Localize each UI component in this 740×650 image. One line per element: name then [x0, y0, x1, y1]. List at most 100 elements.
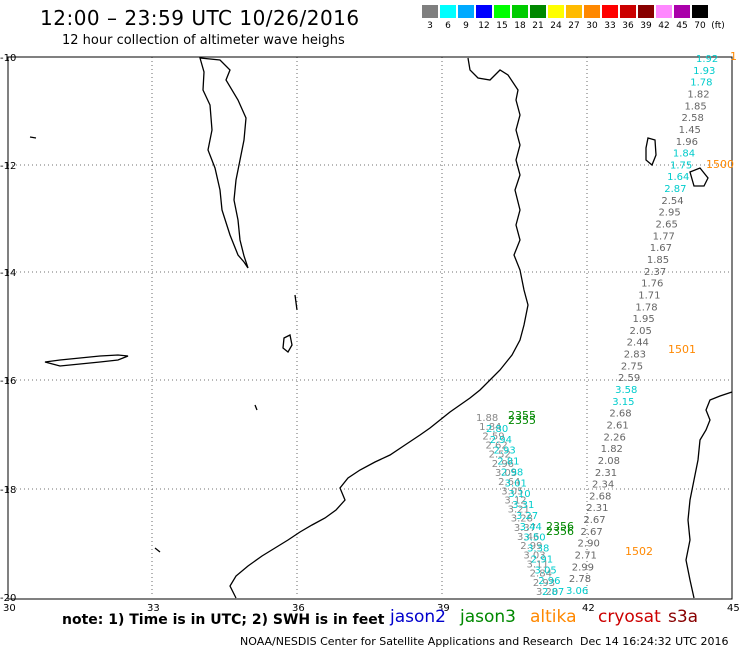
wave-height-label: 2.37	[644, 267, 666, 278]
wave-height-label: 2.96	[538, 576, 560, 587]
scale-swatch	[530, 5, 546, 18]
pass-label: 2355	[508, 414, 536, 427]
wave-height-label: 2.93	[493, 446, 515, 457]
wave-height-label: 1.71	[638, 290, 660, 301]
wave-height-label: 1.84	[479, 422, 501, 433]
wave-height-label: 2.54	[661, 196, 683, 207]
wave-height-label: 2.62	[485, 440, 507, 451]
scale-swatch	[620, 5, 636, 18]
wave-height-label: 3.11	[527, 560, 549, 571]
wave-height-label: 2.99	[572, 562, 594, 573]
footer-note: note: 1) Time is in UTC; 2) SWH is in fe…	[62, 612, 385, 628]
wave-height-label: 1.95	[632, 314, 654, 325]
wave-height-label: 2.08	[598, 456, 620, 467]
scale-swatch	[494, 5, 510, 18]
wave-height-label: 3.37	[514, 523, 536, 534]
lat-label: -10	[0, 53, 16, 64]
wave-height-label: 3.03	[523, 550, 545, 561]
wave-height-label: 1.77	[653, 231, 675, 242]
scale-swatch	[440, 5, 456, 18]
pass-label: 1501	[668, 343, 696, 356]
wave-height-label: 1.82	[601, 444, 623, 455]
wave-height-label: 3.10	[508, 489, 530, 500]
pass-label: 1	[730, 50, 737, 63]
map-frame	[7, 56, 733, 600]
lake-outline	[199, 57, 249, 269]
wave-height-label: 3.44	[520, 522, 542, 533]
wave-height-label: 1.78	[635, 302, 657, 313]
wave-height-label: 3.01	[505, 478, 527, 489]
wave-height-label: 1.96	[676, 137, 698, 148]
wave-height-label: 2.93	[533, 578, 555, 589]
scale-label: 3	[427, 21, 433, 31]
wave-height-label: 1.64	[667, 172, 689, 183]
scale-swatch	[638, 5, 654, 18]
africa-coast	[229, 57, 529, 599]
pass-label: 2356	[546, 525, 574, 538]
wave-height-label: 1.85	[684, 101, 706, 112]
wave-height-label: 2.64	[498, 477, 520, 488]
wave-height-label: 2.31	[586, 503, 608, 514]
wave-height-label: 2.67	[580, 527, 602, 538]
pass-label: 1502	[625, 545, 653, 558]
lat-label: -20	[0, 593, 16, 604]
island-east	[645, 137, 657, 167]
scale-swatch	[602, 5, 618, 18]
scale-swatch	[422, 5, 438, 18]
wave-height-label: 1.78	[690, 78, 712, 89]
wave-height-label: 2.87	[542, 587, 564, 598]
comoro-coast	[689, 167, 709, 187]
wave-height-label: 1.67	[650, 243, 672, 254]
scale-swatch	[512, 5, 528, 18]
lat-label: -16	[0, 376, 16, 387]
wave-height-label: 3.15	[612, 397, 634, 408]
legend-altika: altika	[530, 607, 577, 627]
wave-height-label: 3.12	[504, 495, 526, 506]
wave-height-label: 2.71	[575, 551, 597, 562]
scale-label: 33	[604, 21, 616, 31]
scale-label: 18	[514, 21, 526, 31]
scale-swatch	[674, 5, 690, 18]
wave-height-label: 2.98	[501, 467, 523, 478]
lat-label: -14	[0, 268, 16, 279]
wave-height-label: 3.05	[495, 468, 517, 479]
wave-height-label: 2.58	[682, 113, 704, 124]
scale-label: 24	[550, 21, 562, 31]
scale-swatch	[692, 5, 708, 18]
wave-height-label: 3.21	[508, 505, 530, 516]
wave-height-label: 2.68	[589, 491, 611, 502]
island-west	[44, 354, 129, 367]
wave-height-label: 3.28	[511, 514, 533, 525]
legend-s3a: s3a	[668, 607, 699, 627]
coastline	[29, 57, 733, 599]
legend-cryosat: cryosat	[598, 607, 661, 627]
pass-label: 1500	[706, 158, 734, 171]
grid	[8, 57, 732, 597]
pass-label: 2356	[546, 520, 574, 533]
lat-label: -12	[0, 161, 16, 172]
wave-height-label: 1.45	[679, 125, 701, 136]
scale-swatch	[476, 5, 492, 18]
scale-label: 36	[622, 21, 634, 31]
wave-height-label: 3.38	[527, 544, 549, 555]
wave-height-label: 2.91	[531, 554, 553, 565]
wave-height-label: 2.59	[618, 373, 640, 384]
wave-height-label: 3.31	[512, 500, 534, 511]
scale-label: (ft)	[711, 21, 725, 31]
wave-height-label: 1.75	[670, 160, 692, 171]
wave-height-label: 2.52	[489, 450, 511, 461]
wave-height-label: 2.61	[606, 420, 628, 431]
wave-height-label: 2.84	[530, 569, 552, 580]
small-isle-2	[154, 547, 161, 553]
wave-height-label: 2.83	[624, 350, 646, 361]
wave-height-label: 2.94	[490, 435, 512, 446]
scale-label: 39	[640, 21, 652, 31]
lat-label: -18	[0, 485, 16, 496]
scale-label: 42	[658, 21, 670, 31]
wave-height-label: 2.80	[486, 424, 508, 435]
wave-height-label: 2.81	[497, 457, 519, 468]
scale-swatch	[458, 5, 474, 18]
scale-label: 45	[676, 21, 688, 31]
lon-label: 45	[727, 603, 740, 614]
